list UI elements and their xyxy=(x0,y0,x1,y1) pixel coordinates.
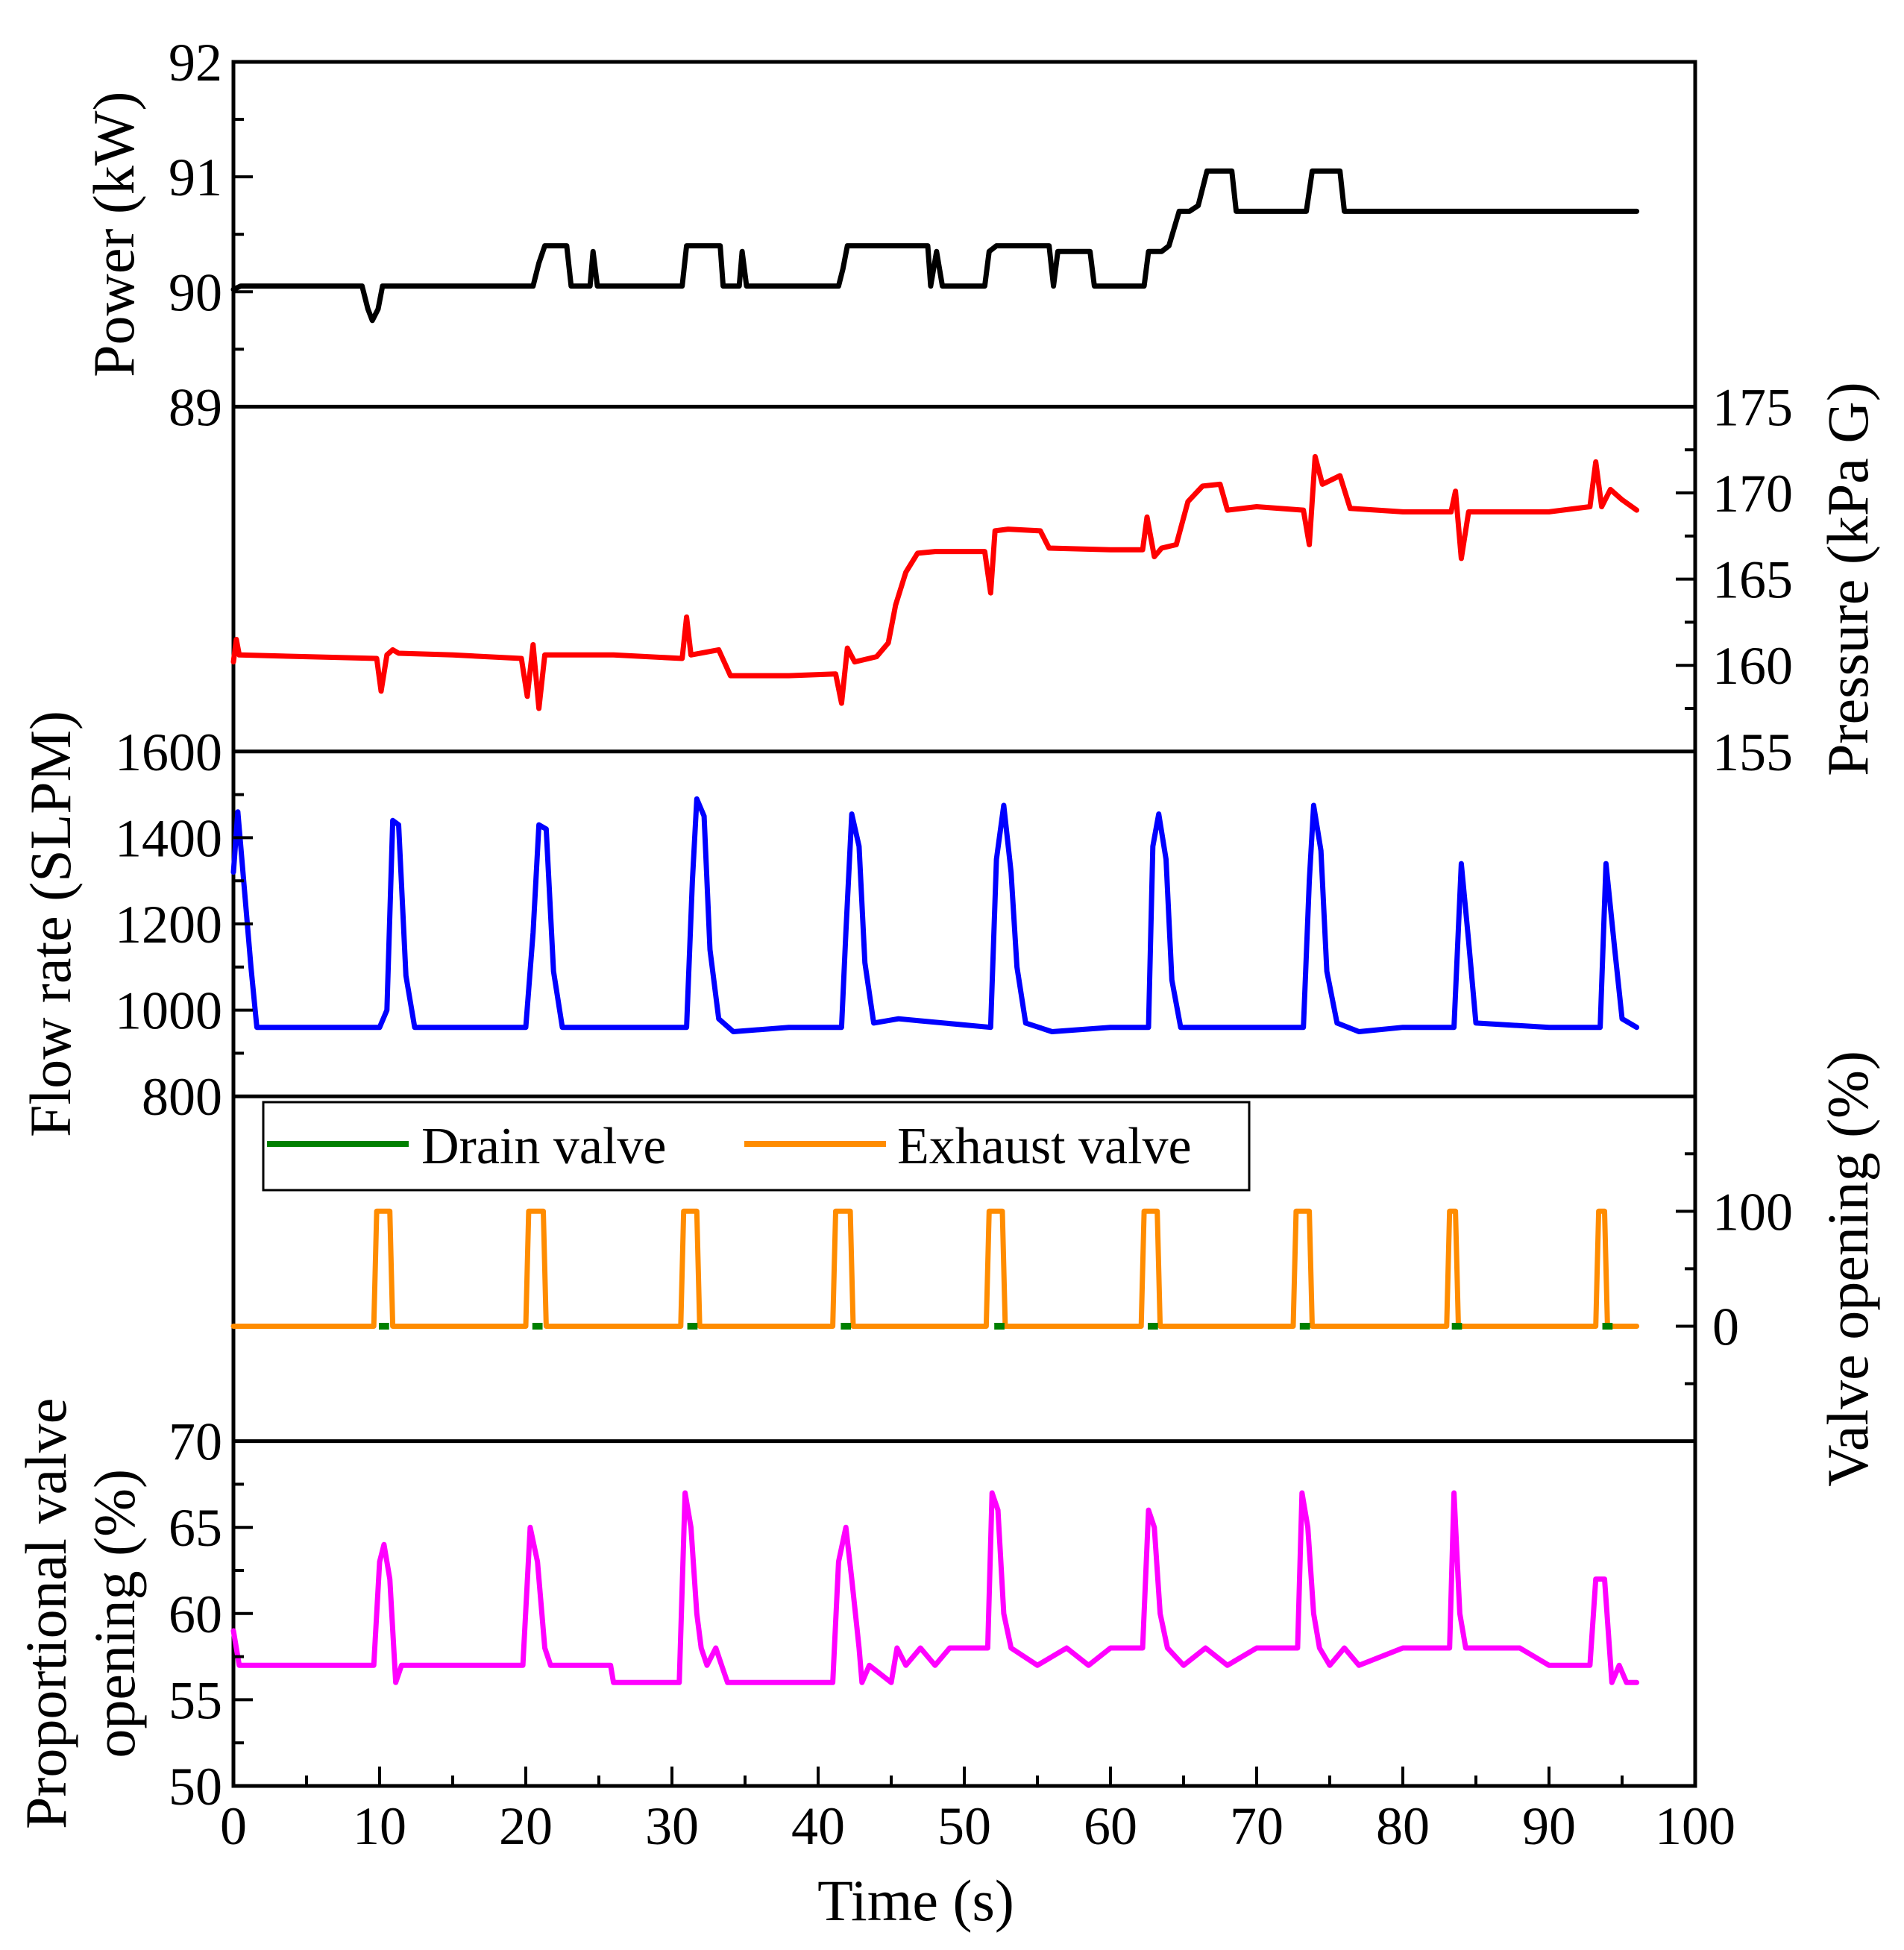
flow-y-tick-label: 1600 xyxy=(115,723,222,782)
flow-y-tick-label: 800 xyxy=(142,1067,222,1127)
plot-area: 0 10 20 30 40 50 60 70 80 90 100 89 90 91 92 Power (kW)… xyxy=(13,33,1880,1856)
pressure-line xyxy=(230,453,1640,711)
flow-y-axis-title: Flow rate (SLPM) xyxy=(18,711,83,1137)
flow-y-tick-label: 1000 xyxy=(115,981,222,1041)
proportional-y-axis-title: Proportional valve xyxy=(13,1398,78,1829)
x-tick-label: 80 xyxy=(1376,1796,1430,1856)
x-tick-label: 70 xyxy=(1230,1796,1284,1856)
x-tick-label: 40 xyxy=(791,1796,845,1856)
valves-y-tick-label: 0 xyxy=(1712,1297,1739,1356)
plot-frame xyxy=(231,60,1697,1788)
series-layer xyxy=(230,168,1640,1685)
x-tick-label: 10 xyxy=(353,1796,406,1856)
legend-label-exhaust-valve: Exhaust valve xyxy=(897,1118,1192,1175)
pressure-y-tick-label: 175 xyxy=(1712,377,1793,437)
proportional-y-tick-label: 55 xyxy=(169,1670,222,1730)
power-y-tick-label: 90 xyxy=(169,262,222,322)
pressure-y-axis-title: Pressure (kPa G) xyxy=(1815,382,1880,776)
flow-rate-line xyxy=(230,796,1640,1034)
proportional-y-tick-label: 70 xyxy=(169,1412,222,1472)
power-y-tick-label: 92 xyxy=(169,33,222,92)
axes-layer: 0 10 20 30 40 50 60 70 80 90 100 89 90 91 92 Power (kW)… xyxy=(13,33,1880,1856)
proportional-y-tick-label: 60 xyxy=(169,1585,222,1644)
valves-y-axis-title: Valve opening (%) xyxy=(1815,1051,1880,1487)
proportional-y-axis-title: opening (%) xyxy=(82,1469,147,1758)
power-y-axis-title: Power (kW) xyxy=(81,92,146,377)
x-tick-label: 50 xyxy=(937,1796,991,1856)
pressure-y-tick-label: 155 xyxy=(1712,723,1793,782)
valves-y-tick-label: 100 xyxy=(1712,1182,1793,1242)
pressure-y-tick-label: 160 xyxy=(1712,636,1793,696)
power-line xyxy=(230,168,1640,324)
x-tick-label: 60 xyxy=(1084,1796,1137,1856)
exhaust-valve-line xyxy=(230,1208,1640,1329)
x-tick-label: 20 xyxy=(499,1796,553,1856)
proportional-y-tick-label: 50 xyxy=(169,1757,222,1817)
pressure-y-tick-label: 170 xyxy=(1712,464,1793,523)
flow-y-tick-label: 1200 xyxy=(115,895,222,954)
power-y-tick-label: 91 xyxy=(169,148,222,207)
x-tick-label: 30 xyxy=(645,1796,699,1856)
x-tick-label: 90 xyxy=(1522,1796,1576,1856)
flow-y-tick-label: 1400 xyxy=(115,808,222,868)
proportional-y-tick-label: 65 xyxy=(169,1498,222,1558)
panel-dividers xyxy=(233,404,1695,1444)
proportional-valve-opening-line xyxy=(230,1490,1640,1685)
power-y-tick-label: 89 xyxy=(169,377,222,437)
pressure-y-tick-label: 165 xyxy=(1712,550,1793,610)
legend-label-drain-valve: Drain valve xyxy=(421,1118,666,1175)
legend: Drain valve Exhaust valve xyxy=(262,1101,1251,1192)
x-axis-title: Time (s) xyxy=(817,1868,1014,1933)
x-tick-label: 100 xyxy=(1655,1796,1735,1856)
x-tick-label: 0 xyxy=(220,1796,247,1856)
